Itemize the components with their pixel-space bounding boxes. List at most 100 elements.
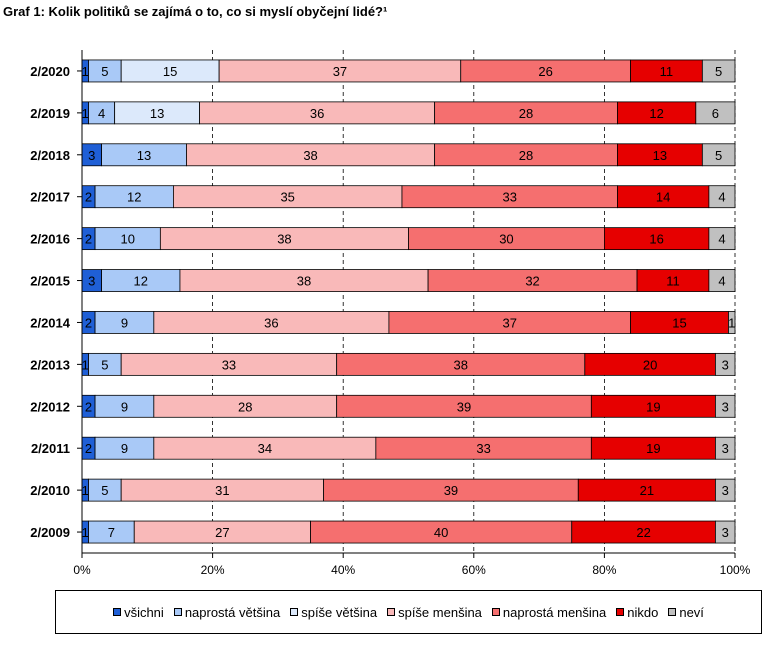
data-label: 12: [134, 274, 148, 289]
data-label: 3: [722, 483, 729, 498]
data-label: 30: [499, 232, 513, 247]
legend-label: neví: [679, 604, 704, 620]
data-label: 14: [656, 190, 670, 205]
y-tick-label: 2/2009: [30, 525, 70, 540]
data-label: 39: [457, 399, 471, 414]
data-label: 19: [646, 441, 660, 456]
data-label: 28: [238, 399, 252, 414]
data-label: 35: [280, 190, 294, 205]
data-label: 9: [121, 315, 128, 330]
data-label: 2: [85, 315, 92, 330]
x-tick-label: 0%: [73, 563, 91, 577]
data-label: 1: [82, 357, 89, 372]
legend-item: nikdo: [616, 605, 658, 620]
legend-item: naprostá menšina: [491, 604, 607, 620]
data-label: 21: [640, 483, 654, 498]
legend-item: spíše menšina: [387, 605, 482, 620]
data-label: 28: [519, 148, 533, 163]
legend-swatch: [616, 608, 625, 616]
data-label: 5: [715, 64, 722, 79]
data-label: 5: [101, 483, 108, 498]
bar-segment: [728, 311, 736, 334]
legend-label: nikdo: [627, 604, 659, 620]
x-tick-label: 40%: [331, 563, 355, 577]
data-label: 2: [85, 190, 92, 205]
data-label: 13: [137, 148, 151, 163]
data-label: 33: [222, 357, 236, 372]
data-label: 12: [127, 190, 141, 205]
data-label: 9: [121, 441, 128, 456]
data-label: 13: [653, 148, 667, 163]
y-tick-label: 2/2019: [30, 106, 70, 121]
y-tick-label: 2/2016: [30, 232, 70, 247]
data-label: 39: [444, 483, 458, 498]
data-label: 2: [85, 441, 92, 456]
bar-segment: [715, 478, 736, 502]
data-label: 11: [660, 64, 674, 79]
y-tick-label: 2/2020: [30, 64, 70, 79]
data-label: 9: [121, 399, 128, 414]
bar-segment: [708, 227, 736, 251]
bar-segment: [701, 59, 736, 83]
data-label: 34: [258, 441, 272, 456]
data-label: 16: [649, 232, 663, 247]
x-tick-label: 80%: [592, 563, 616, 577]
legend-label: všichni: [124, 604, 164, 620]
data-label: 40: [434, 525, 448, 540]
y-tick-label: 2/2012: [30, 399, 70, 414]
data-label: 3: [722, 525, 729, 540]
data-label: 36: [264, 315, 278, 330]
data-label: 38: [277, 232, 291, 247]
data-label: 5: [101, 64, 108, 79]
y-tick-label: 2/2011: [31, 441, 70, 456]
data-label: 4: [98, 106, 105, 121]
data-label: 1: [728, 315, 735, 330]
data-label: 1: [82, 106, 89, 121]
data-label: 2: [85, 232, 92, 247]
legend-label: naprostá většina: [184, 604, 281, 620]
y-tick-label: 2/2010: [30, 483, 70, 498]
data-label: 4: [718, 232, 725, 247]
y-tick-label: 2/2013: [30, 357, 70, 372]
legend-item: naprostá většina: [173, 604, 281, 620]
data-label: 15: [672, 315, 686, 330]
data-label: 15: [163, 64, 177, 79]
data-label: 33: [476, 441, 490, 456]
legend-swatch: [491, 608, 500, 616]
legend-swatch: [668, 608, 677, 616]
data-label: 38: [303, 148, 317, 163]
data-label: 38: [297, 274, 311, 289]
bar-segment: [695, 101, 736, 125]
data-label: 3: [722, 399, 729, 414]
legend-swatch: [387, 608, 396, 616]
axis-layer: 0% 20% 40% 60% 80% 100% 2/2020 2/2019 2/2018 2/20…: [30, 50, 751, 577]
data-label: 3: [88, 148, 95, 163]
data-label: 28: [519, 106, 533, 121]
data-label: 26: [538, 64, 552, 79]
data-label: 10: [120, 232, 134, 247]
data-label: 4: [718, 190, 725, 205]
data-label: 1: [82, 64, 89, 79]
data-label: 13: [150, 106, 164, 121]
legend-item: neví: [668, 605, 704, 620]
legend-swatch: [290, 608, 299, 616]
data-label: 4: [718, 274, 725, 289]
grid-layer: [212, 50, 736, 553]
data-label: 2: [85, 399, 92, 414]
data-label: 37: [502, 315, 516, 330]
bar-segment: [715, 394, 736, 418]
chart-title: Graf 1: Kolik politiků se zajímá o to, c…: [3, 4, 388, 19]
data-label: 6: [712, 106, 719, 121]
data-label: 32: [525, 274, 539, 289]
data-label: 20: [643, 357, 657, 372]
legend-item: spíše většina: [290, 605, 377, 620]
y-tick-label: 2/2018: [30, 148, 70, 163]
data-label: 1: [82, 525, 89, 540]
data-label: 38: [454, 357, 468, 372]
data-label: 3: [88, 274, 95, 289]
data-label: 31: [215, 483, 229, 498]
bar-segment: [708, 185, 736, 209]
legend-label: naprostá menšina: [502, 604, 607, 620]
data-label: 1: [82, 483, 89, 498]
